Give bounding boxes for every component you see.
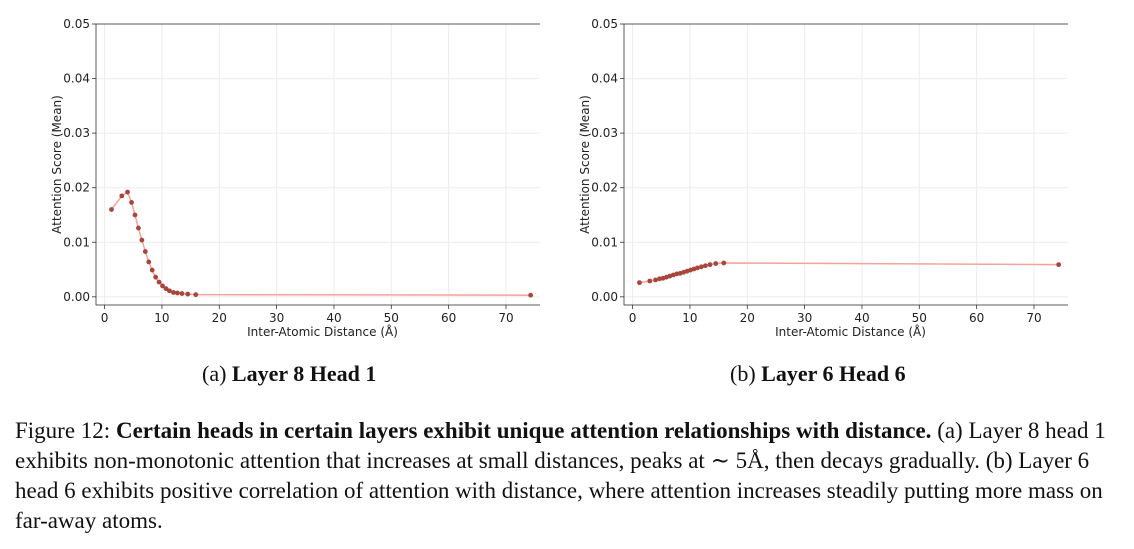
data-point [175, 290, 180, 296]
data-point [119, 193, 125, 199]
caption-body: (a) Layer 8 head 1 exhibits non-monotoni… [15, 418, 1106, 533]
data-point [160, 283, 165, 289]
data-point [125, 189, 130, 195]
x-tick-label: 0 [629, 311, 637, 325]
data-point [694, 265, 700, 271]
x-tick-label: 40 [326, 311, 341, 325]
x-tick-label: 60 [969, 311, 984, 325]
data-point [647, 278, 653, 284]
chart-layer8-head1: 0 10 20 30 40 50 60 70 0.00 0.01 0.02 0.03 0.04 0.05 I… [0, 10, 540, 350]
chart-svg-b: 0 10 20 30 40 50 60 70 0.00 0.01 0.02 0.03 0.04 0.05 I… [578, 17, 1068, 339]
x-tick-label: 10 [682, 311, 697, 325]
data-point [707, 262, 713, 268]
y-tick-label: 0.03 [591, 126, 618, 140]
data-point [146, 259, 152, 265]
x-tick-label: 70 [1026, 311, 1041, 325]
y-axis-label: Attention Score (Mean) [50, 95, 64, 234]
y-tick-label: 0.00 [63, 290, 90, 304]
data-point [136, 225, 141, 231]
x-axis-label: Inter-Atomic Distance (Å) [247, 324, 398, 339]
subcaption-b: (b) Layer 6 Head 6 [730, 361, 906, 389]
subcaption-b-title: Layer 6 Head 6 [761, 361, 906, 386]
y-tick-label: 0.04 [591, 72, 618, 86]
subcaption-b-label: (b) [730, 361, 762, 386]
x-tick-label: 0 [101, 311, 109, 325]
y-tick-label: 0.00 [591, 290, 618, 304]
data-point [703, 263, 708, 269]
data-point [1056, 262, 1062, 268]
data-point [653, 277, 658, 283]
y-tick-label: 0.03 [63, 126, 90, 140]
data-point [721, 260, 727, 266]
subcaption-a: (a) Layer 8 Head 1 [202, 361, 376, 389]
x-tick-label: 10 [154, 311, 169, 325]
data-point [139, 237, 145, 243]
data-point [163, 286, 169, 292]
subcaption-a-label: (a) [202, 361, 232, 386]
data-point [193, 292, 199, 298]
data-point [129, 200, 134, 205]
x-tick-label: 50 [384, 311, 399, 325]
series-line [110, 190, 531, 296]
x-tick-label: 30 [797, 311, 812, 325]
data-point [109, 207, 114, 212]
data-point [156, 279, 162, 285]
x-tick-label: 40 [854, 311, 869, 325]
y-axis-label: Attention Score (Mean) [578, 95, 592, 234]
caption-prefix: Figure 12: [15, 418, 116, 443]
data-point [185, 291, 191, 297]
data-point [132, 212, 138, 218]
data-point [637, 280, 642, 286]
data-point [179, 291, 185, 296]
x-tick-label: 30 [269, 311, 284, 325]
data-point [166, 288, 172, 294]
y-tick-label: 0.01 [63, 235, 90, 249]
chart-layer6-head6: 0 10 20 30 40 50 60 70 0.00 0.01 0.02 0.03 0.04 0.05 I… [528, 10, 1068, 350]
x-tick-label: 50 [912, 311, 927, 325]
x-tick-label: 20 [740, 311, 755, 325]
y-tick-label: 0.02 [63, 181, 90, 195]
y-tick-label: 0.02 [591, 181, 618, 195]
y-tick-label: 0.05 [591, 17, 618, 31]
x-tick-label: 60 [441, 311, 456, 325]
y-tick-label: 0.05 [63, 17, 90, 31]
data-point [713, 261, 719, 266]
subcaption-a-title: Layer 8 Head 1 [231, 361, 377, 386]
y-tick-label: 0.04 [63, 72, 90, 86]
x-tick-label: 20 [212, 311, 227, 325]
data-point [171, 290, 176, 295]
plot-frame [623, 23, 1068, 306]
data-point [699, 264, 704, 270]
caption-bold: Certain heads in certain layers exhibit … [115, 418, 932, 443]
data-point [142, 249, 148, 254]
y-tick-label: 0.01 [591, 235, 618, 249]
x-axis-label: Inter-Atomic Distance (Å) [775, 324, 926, 339]
chart-svg-a: 0 10 20 30 40 50 60 70 0.00 0.01 0.02 0.03 0.04 0.05 I… [50, 17, 540, 339]
data-point [528, 292, 534, 298]
data-point [153, 274, 159, 280]
figure-caption: Figure 12: Certain heads in certain laye… [15, 416, 1125, 536]
x-tick-label: 70 [498, 311, 513, 325]
plot-frame [95, 23, 540, 306]
data-point [149, 267, 155, 273]
